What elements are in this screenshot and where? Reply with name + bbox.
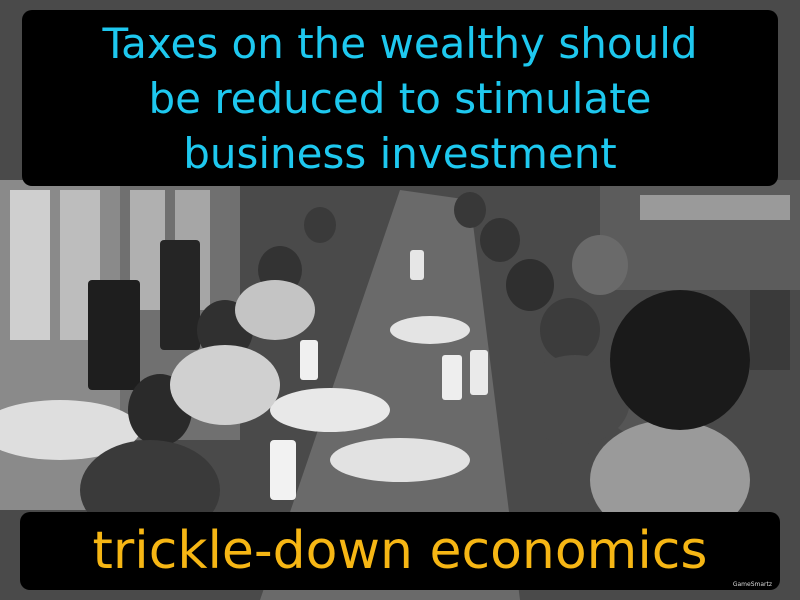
definition-line-3: business investment [183,128,617,178]
term-box: trickle-down economics [20,512,780,590]
term-title: trickle-down economics [92,521,708,581]
definition-line-2: be reduced to stimulate [148,73,652,123]
definition-box: Taxes on the wealthy should be reduced t… [22,10,778,186]
definition-line-1: Taxes on the wealthy should [102,18,698,68]
watermark: GameSmartz [732,581,772,588]
definition-text: Taxes on the wealthy should be reduced t… [30,16,770,181]
